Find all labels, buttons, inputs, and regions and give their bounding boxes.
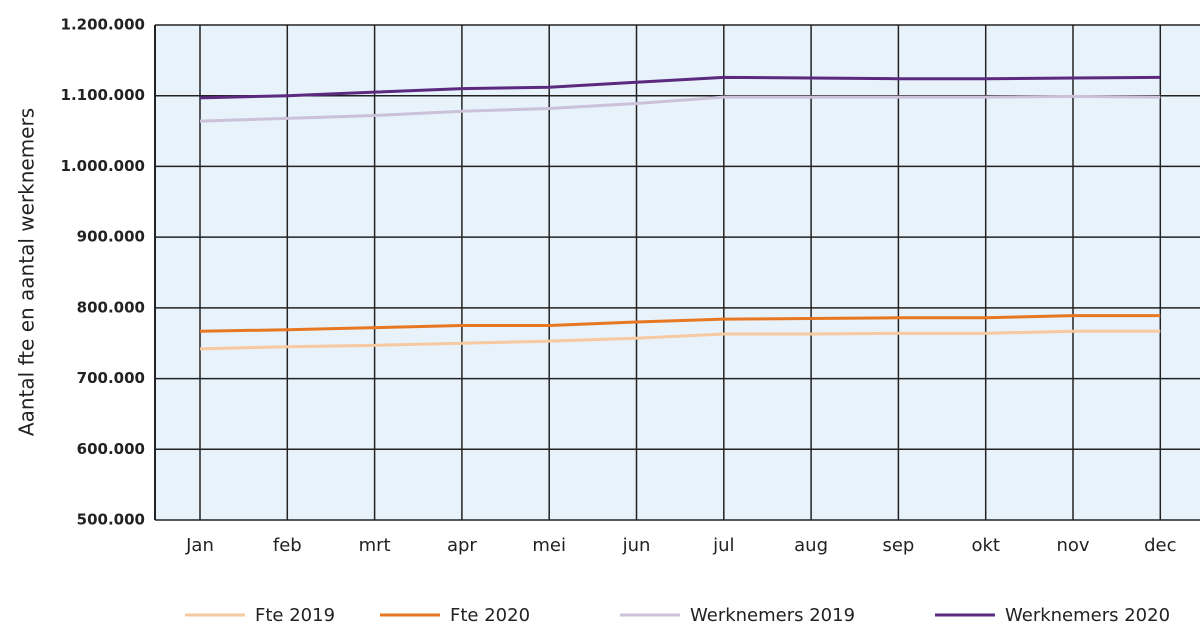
x-tick-label: apr [447,535,477,556]
legend-label: Fte 2020 [450,605,530,626]
y-tick-label: 1.100.000 [61,86,145,104]
legend-label: Werknemers 2020 [1005,605,1170,626]
x-tick-label: dec [1144,535,1176,556]
series-line [199,75,1161,100]
x-tick-label: aug [794,535,828,556]
y-tick-label: 800.000 [77,298,145,316]
plot-area [155,25,1200,520]
series-line [199,314,1161,333]
y-axis-label: Aantal fte en aantal werknemers [15,108,39,436]
y-tick-label: 700.000 [77,369,145,387]
y-tick-label: 600.000 [77,440,145,458]
series-line [199,329,1161,351]
x-tick-label: jul [712,535,734,556]
legend-label: Werknemers 2019 [690,605,855,626]
x-tick-label: Jan [185,535,214,556]
y-tick-label: 500.000 [77,511,145,529]
x-tick-label: sep [882,535,914,556]
x-tick-label: okt [971,535,1000,556]
series-line [199,94,1161,123]
x-tick-label: jun [622,535,651,556]
legend-label: Fte 2019 [255,605,335,626]
x-tick-label: nov [1056,535,1089,556]
x-tick-label: mei [532,535,566,556]
x-tick-label: mrt [359,535,391,556]
x-tick-label: feb [273,535,302,556]
y-tick-label: 1.200.000 [61,16,145,34]
y-tick-label: 1.000.000 [61,157,145,175]
y-tick-label: 900.000 [77,228,145,246]
